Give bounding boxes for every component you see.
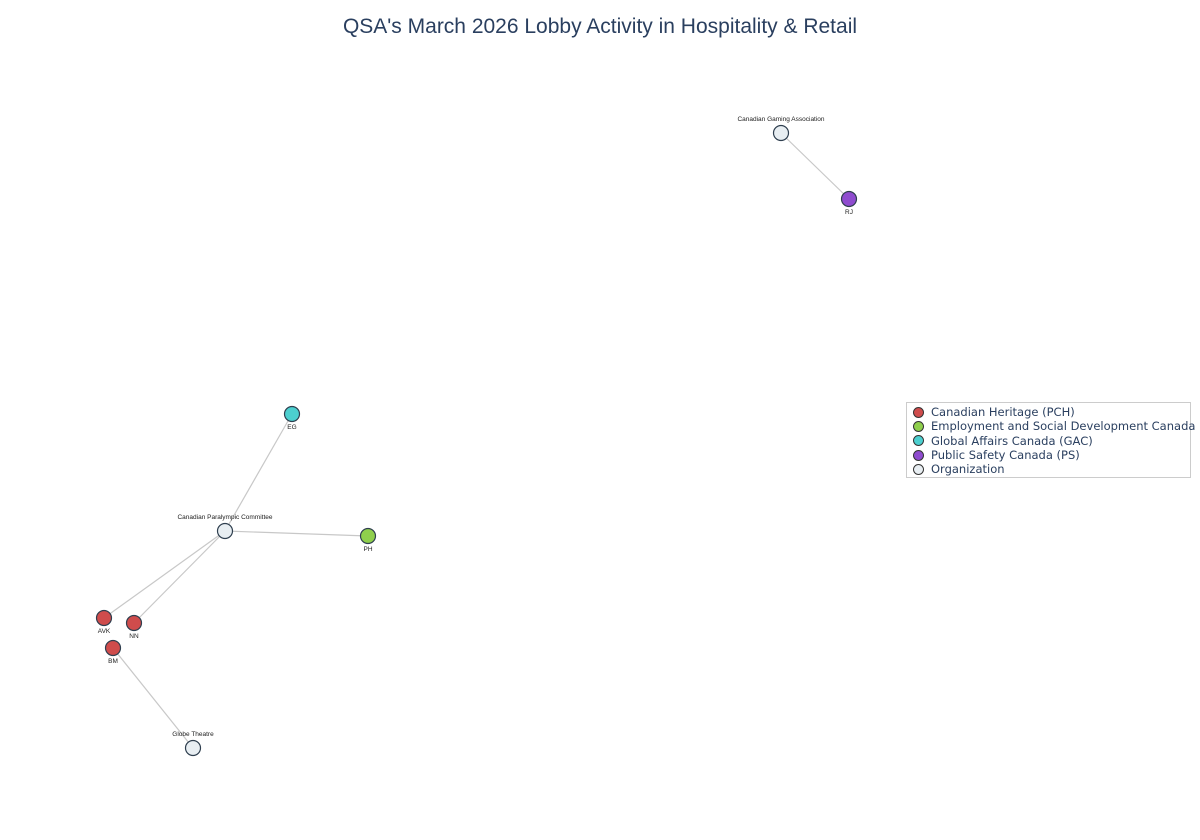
- node-label-ph: PH: [363, 546, 372, 553]
- legend-item[interactable]: Global Affairs Canada (GAC): [913, 434, 1190, 448]
- edge-bm-globe: [112, 647, 194, 749]
- edge-cpc-eg: [224, 413, 293, 532]
- legend-item[interactable]: Public Safety Canada (PS): [913, 448, 1190, 462]
- node-ph[interactable]: [359, 527, 377, 545]
- legend-label: Organization: [931, 462, 1005, 477]
- node-eg[interactable]: [283, 405, 301, 423]
- node-label-globe: Globe Theatre: [172, 731, 214, 738]
- legend-item[interactable]: Canadian Heritage (PCH): [913, 405, 1190, 419]
- legend-items: Canadian Heritage (PCH) Employment and So…: [913, 405, 1200, 476]
- legend-swatch: [913, 435, 924, 447]
- legend-label: Canadian Heritage (PCH): [931, 405, 1075, 420]
- node-label-bm: BM: [108, 658, 118, 665]
- edges-layer: [103, 132, 850, 749]
- node-bm[interactable]: [104, 639, 122, 657]
- node-cga[interactable]: [772, 124, 790, 142]
- node-label-avk: AVK: [98, 628, 111, 635]
- edge-cpc-avk: [103, 530, 226, 619]
- node-label-eg: EG: [287, 424, 296, 431]
- node-avk[interactable]: [95, 609, 113, 627]
- node-cpc[interactable]: [216, 522, 234, 540]
- legend-item[interactable]: Employment and Social Development Canada…: [913, 419, 1200, 433]
- legend-label: Global Affairs Canada (GAC): [931, 433, 1093, 448]
- legend-swatch: [913, 406, 924, 418]
- legend-swatch: [913, 463, 924, 475]
- nodes-layer: Canadian Gaming Association RJ EG Canadian …: [95, 116, 858, 757]
- node-label-nn: NN: [129, 633, 139, 640]
- node-label-cpc: Canadian Paralympic Committee: [177, 514, 272, 521]
- node-label-cga: Canadian Gaming Association: [737, 116, 824, 123]
- edge-cpc-ph: [224, 530, 369, 537]
- node-globe[interactable]: [184, 739, 202, 757]
- node-rj[interactable]: [840, 190, 858, 208]
- legend-item[interactable]: Organization: [913, 462, 1190, 476]
- node-label-rj: RJ: [845, 209, 853, 216]
- legend-label: Employment and Social Development Canada…: [931, 419, 1200, 434]
- edge-cpc-nn: [133, 530, 226, 624]
- chart-title: QSA's March 2026 Lobby Activity in Hospi…: [342, 15, 858, 38]
- node-nn[interactable]: [125, 614, 143, 632]
- legend-swatch: [913, 449, 924, 461]
- legend: Canadian Heritage (PCH) Employment and So…: [906, 402, 1200, 478]
- edge-cga-rj: [780, 132, 850, 200]
- legend-label: Public Safety Canada (PS): [931, 448, 1080, 463]
- legend-swatch: [913, 420, 924, 432]
